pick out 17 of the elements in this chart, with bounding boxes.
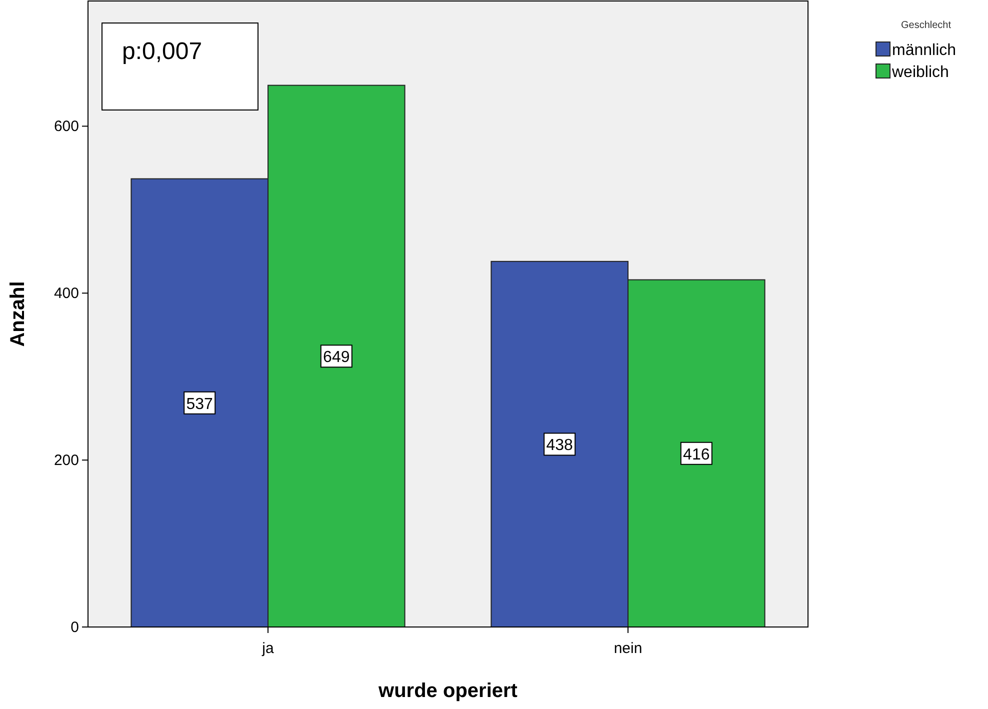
legend-label: männlich xyxy=(892,42,956,59)
annotation: p:0,007 xyxy=(122,38,202,65)
y-tick-label: 600 xyxy=(54,118,79,136)
data-label: 416 xyxy=(683,446,710,464)
y-tick-label: 0 xyxy=(70,619,79,636)
note-box: p:0,007 xyxy=(102,22,258,110)
x-tick-label: ja xyxy=(261,640,274,657)
y-axis-title: Anzahl xyxy=(7,281,29,347)
x-axis-title: wurde operiert xyxy=(378,680,518,702)
data-label: 649 xyxy=(323,349,350,366)
legend-label: weiblich xyxy=(891,64,949,81)
data-label: 537 xyxy=(186,396,214,413)
data-label: 438 xyxy=(546,437,574,454)
legend-title: Geschlecht xyxy=(900,20,952,31)
x-tick-label: nein xyxy=(614,640,642,657)
y-tick-label: 200 xyxy=(54,452,79,470)
y-tick-label: 400 xyxy=(54,285,79,302)
